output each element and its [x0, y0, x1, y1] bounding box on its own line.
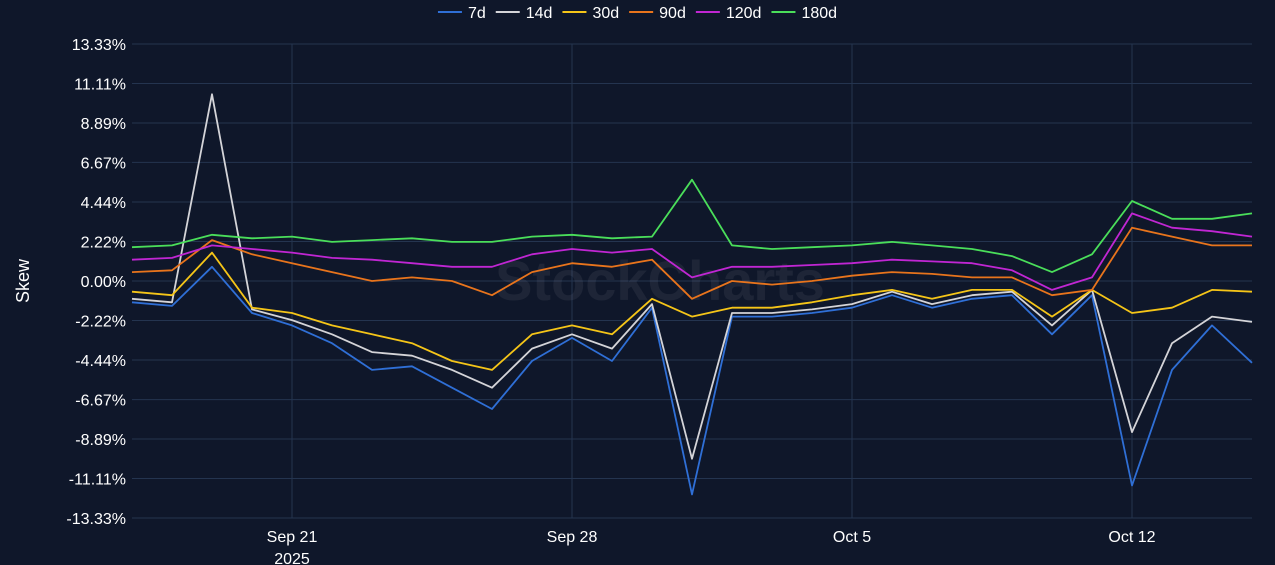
y-tick-label: -4.44% — [75, 353, 126, 370]
y-axis-title: Skew — [13, 258, 33, 303]
series-lines — [131, 93, 1253, 496]
series-line-90d — [131, 226, 1252, 300]
series-line-7d — [131, 265, 1253, 496]
y-tick-label: 6.67% — [81, 155, 126, 172]
legend-label: 90d — [659, 5, 686, 22]
legend[interactable]: 7d 14d 30d 90d 120d 180d — [437, 5, 837, 22]
legend-item-30d[interactable]: 30d — [562, 5, 619, 22]
y-tick-label: -6.67% — [75, 393, 126, 410]
y-tick-label: -2.22% — [75, 313, 126, 330]
y-tick-label: 13.33% — [72, 37, 126, 54]
legend-item-7d[interactable]: 7d — [437, 5, 486, 22]
legend-item-14d[interactable]: 14d — [495, 5, 553, 22]
x-gridlines — [291, 44, 1133, 518]
y-tick-label: 8.89% — [81, 116, 126, 133]
y-tick-label: 11.11% — [74, 76, 126, 93]
legend-item-120d[interactable]: 120d — [695, 5, 762, 22]
x-tick-label: Oct 5 — [833, 529, 871, 546]
legend-item-180d[interactable]: 180d — [771, 5, 837, 22]
x-tick-sublabel: 2025 — [274, 551, 310, 565]
series-line-14d — [131, 93, 1253, 460]
legend-label: 14d — [526, 5, 553, 22]
y-tick-label: 2.22% — [81, 235, 126, 252]
y-tick-label: -8.89% — [75, 432, 126, 449]
legend-item-90d[interactable]: 90d — [629, 5, 686, 22]
legend-label: 7d — [468, 5, 486, 22]
legend-label: 180d — [801, 5, 837, 22]
x-axis-tick-labels: Sep 21 2025 Sep 28 Oct 5 Oct 12 — [267, 529, 1156, 565]
series-line-30d — [131, 251, 1253, 371]
legend-label: 30d — [592, 5, 619, 22]
x-tick-label: Oct 12 — [1108, 529, 1155, 546]
x-tick-label: Sep 28 — [547, 529, 598, 546]
x-tick-label: Sep 21 — [267, 529, 318, 546]
series-line-120d — [131, 212, 1253, 291]
y-tick-label: -13.33% — [66, 511, 126, 528]
y-tick-label: -11.11% — [69, 472, 126, 489]
y-tick-label: 4.44% — [81, 195, 126, 212]
legend-label: 120d — [726, 5, 762, 22]
series-line-180d — [131, 178, 1253, 274]
y-tick-label: 0.00% — [81, 274, 126, 291]
y-axis-tick-labels: 13.33% 11.11% 8.89% 6.67% 4.44% 2.22% 0.00% -2.… — [66, 37, 126, 528]
